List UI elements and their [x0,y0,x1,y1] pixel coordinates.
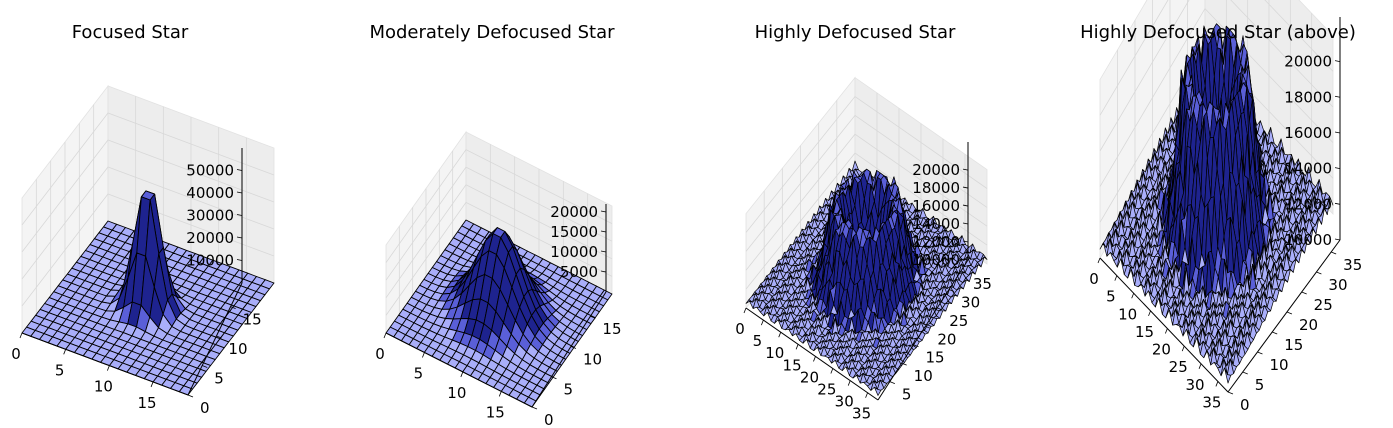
x-tick-label: 5 [55,361,65,379]
surface [1099,23,1334,384]
y-tick-label: 15 [926,349,945,367]
z-tick-label: 14000 [912,215,960,233]
x-tick-label: 15 [138,394,157,412]
chart-panel-3: Highly Defocused Star0510152025303551015… [735,22,992,423]
y-tick-label: 10 [583,350,602,368]
z-tick-label: 12000 [1284,195,1332,213]
y-tick-label: 0 [1240,396,1250,414]
z-tick-label: 15000 [550,223,598,241]
x-tick-label: 5 [753,332,763,350]
chart-title: Highly Defocused Star (above) [1080,22,1356,43]
y-tick-label: 20 [937,330,956,348]
y-tick-label: 5 [563,381,573,399]
y-tick-label: 35 [1343,256,1362,274]
surface-cell [874,386,882,396]
z-tick-label: 40000 [186,184,234,202]
z-tick-label: 30000 [186,207,234,225]
x-tick-label: 35 [1202,393,1221,411]
x-tick-label: 5 [414,364,424,382]
z-tick-label: 16000 [1284,124,1332,142]
x-tick-label: 10 [1118,305,1137,323]
y-tick-label: 10 [1269,356,1288,374]
y-tick-label: 15 [602,320,621,338]
z-tick-label: 18000 [1284,88,1332,106]
chart-panel-4: Highly Defocused Star (above)05101520253… [1080,0,1362,414]
x-tick-label: 15 [486,403,505,421]
y-tick-label: 0 [544,411,554,428]
z-tick-label: 10000 [1284,231,1332,249]
z-tick-label: 16000 [912,197,960,215]
x-tick-label: 10 [765,344,784,362]
z-tick-label: 50000 [186,162,234,180]
y-tick-label: 25 [1314,296,1333,314]
y-tick-label: 5 [214,370,224,388]
z-tick-label: 20000 [912,161,960,179]
x-tick-label: 30 [835,393,854,411]
surface [385,219,613,408]
x-tick-label: 30 [1186,376,1205,394]
x-tick-label: 0 [375,345,385,363]
y-tick-label: 35 [973,275,992,293]
z-tick-label: 20000 [186,229,234,247]
y-tick-label: 30 [961,293,980,311]
surface [21,190,275,396]
x-tick-label: 20 [800,368,819,386]
surface [745,160,988,396]
y-tick-label: 20 [1299,316,1318,334]
z-tick-label: 5000 [560,263,598,281]
y-tick-label: 5 [1255,376,1265,394]
z-tick-label: 20000 [550,203,598,221]
x-tick-label: 15 [783,356,802,374]
y-tick-label: 30 [1328,276,1347,294]
z-tick-label: 10000 [186,252,234,270]
z-tick-label: 12000 [912,233,960,251]
chart-title: Moderately Defocused Star [369,22,615,43]
z-tick-label: 18000 [912,179,960,197]
y-tick-label: 15 [1284,336,1303,354]
x-tick-label: 0 [1089,270,1099,288]
y-tick-label: 15 [243,311,262,329]
chart-title: Highly Defocused Star [755,22,956,43]
y-tick-label: 25 [949,312,968,330]
x-tick-label: 15 [1135,323,1154,341]
x-tick-label: 10 [94,378,113,396]
z-tick-label: 20000 [1284,53,1332,71]
y-tick-label: 0 [200,399,210,417]
x-tick-label: 10 [447,384,466,402]
y-tick-label: 10 [228,340,247,358]
x-tick-label: 0 [11,345,21,363]
x-tick-label: 0 [735,320,745,338]
y-tick-label: 5 [902,386,912,404]
x-tick-label: 20 [1152,341,1171,359]
z-tick-label: 10000 [912,251,960,269]
z-tick-label: 14000 [1284,160,1332,178]
x-tick-label: 25 [1169,358,1188,376]
x-tick-label: 25 [817,381,836,399]
x-tick-label: 35 [852,405,871,423]
chart-title: Focused Star [72,22,189,43]
z-tick-label: 10000 [550,243,598,261]
surface-cell [1224,367,1232,384]
x-tick-label: 5 [1106,288,1116,306]
y-tick-label: 10 [914,367,933,385]
